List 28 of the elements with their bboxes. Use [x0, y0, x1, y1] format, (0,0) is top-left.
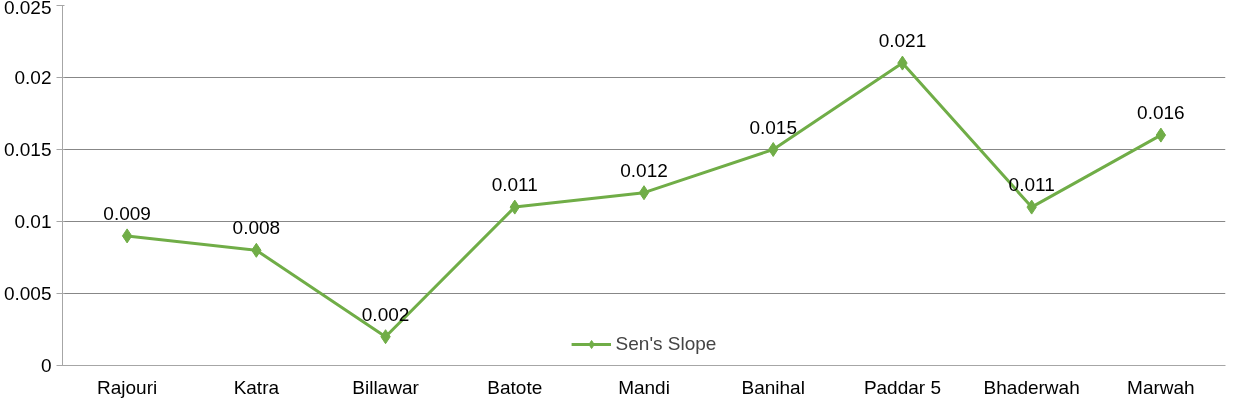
- point: [768, 142, 779, 157]
- y-tick-label: 0.015: [3, 139, 52, 160]
- x-tick-label: Bhaderwah: [983, 376, 1080, 398]
- x-tick-label: Rajouri: [97, 376, 158, 398]
- x-tick-label: Batote: [487, 376, 543, 398]
- point: [638, 185, 650, 201]
- data-label: 0.012: [620, 159, 668, 181]
- data-label: 0.015: [749, 116, 797, 138]
- x-tick-label: Katra: [233, 376, 280, 398]
- y-tick-label: 0.02: [14, 67, 52, 88]
- x-tick-label: Marwah: [1127, 376, 1195, 398]
- y-tick-label: 0.01: [14, 211, 52, 232]
- data-label: 0.008: [232, 217, 281, 239]
- point: [1155, 127, 1167, 143]
- legend-label: Sen's Slope: [615, 333, 717, 355]
- y-tick-label: 0: [40, 355, 52, 376]
- data-label: 0.009: [103, 202, 151, 224]
- y-tick-label: 0.025: [3, 0, 52, 18]
- data-label: 0.002: [361, 303, 410, 325]
- data-label: 0.021: [878, 30, 927, 52]
- x-tick-label: Paddar 5: [863, 376, 942, 398]
- point: [121, 228, 133, 244]
- data-label: 0.011: [491, 174, 538, 196]
- x-tick-label: Billawar: [352, 376, 420, 398]
- x-tick-label: Mandi: [618, 376, 670, 398]
- data-label: 0.016: [1137, 102, 1185, 124]
- x-tick-label: Banihal: [741, 376, 805, 398]
- y-tick-label: 0.005: [3, 283, 52, 304]
